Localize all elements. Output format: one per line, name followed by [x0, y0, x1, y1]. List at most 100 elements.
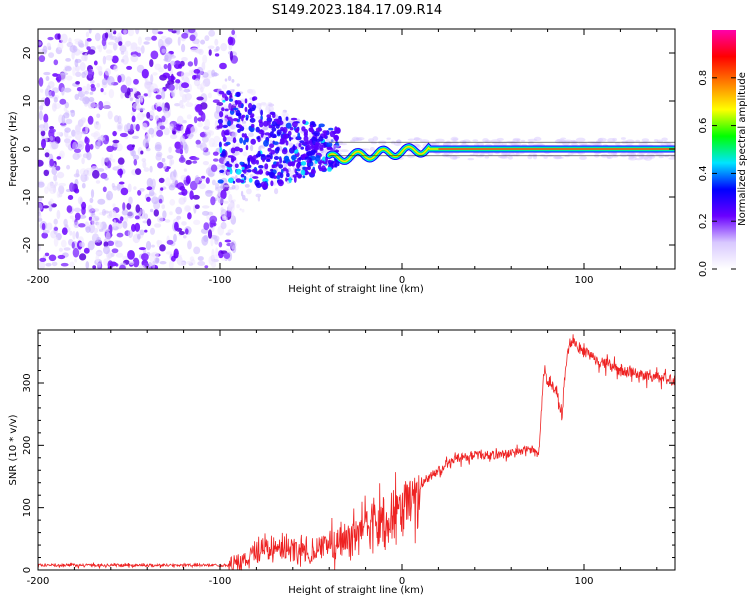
heatmap-cell [133, 159, 138, 166]
heatmap-cell [197, 256, 204, 261]
heatmap-cell [202, 54, 208, 64]
heatmap-cell [97, 136, 105, 142]
heatmap-cell [151, 196, 159, 205]
heatmap-cell [105, 49, 113, 54]
heatmap-cell [146, 186, 153, 191]
heatmap-cell [619, 152, 628, 158]
heatmap-cell [217, 118, 223, 125]
heatmap-cell [197, 261, 206, 266]
y-tick-label: -20 [22, 237, 33, 253]
heatmap-cell [293, 176, 297, 183]
heatmap-cell [258, 165, 264, 169]
heatmap-cell [171, 92, 175, 98]
heatmap-cell [48, 254, 57, 262]
colorbar-tick-label: 0.4 [698, 165, 709, 181]
heatmap-cell [64, 101, 70, 109]
heatmap-cell [38, 243, 41, 252]
heatmap-cell [111, 158, 116, 163]
heatmap-cell [315, 155, 321, 162]
snr-panel: -200 -100 0 100 0 100 200 300 Height of straig… [8, 329, 676, 596]
heatmap-cell [180, 174, 188, 181]
heatmap-cell [331, 145, 341, 148]
heatmap-cell [174, 251, 179, 256]
heatmap-cell [120, 187, 129, 196]
heatmap-cell [496, 137, 504, 141]
heatmap-cell [193, 57, 198, 67]
heatmap-cell [189, 190, 194, 200]
heatmap-cell [117, 157, 125, 165]
heatmap-cell [304, 156, 311, 160]
heatmap-cell [193, 78, 201, 87]
heatmap-cell [126, 202, 132, 210]
heatmap-cell [189, 180, 198, 191]
heatmap-cell [229, 168, 233, 175]
heatmap-cell [274, 188, 279, 195]
heatmap-cell [127, 250, 135, 260]
snr-y-ticks: 0 100 200 300 [22, 332, 675, 573]
heatmap-cell [188, 29, 196, 34]
heatmap-cell [194, 104, 203, 113]
heatmap-cell [65, 58, 71, 62]
heatmap-cell [102, 55, 107, 65]
heatmap-cell [244, 133, 247, 139]
heatmap-cell [146, 196, 151, 202]
heatmap-cell [131, 150, 137, 157]
heatmap-cell [132, 102, 141, 110]
heatmap-cell [224, 108, 229, 112]
heatmap-cell [150, 227, 155, 235]
heatmap-cell [241, 133, 245, 138]
heatmap-cell [431, 142, 440, 146]
heatmap-cell [118, 181, 125, 185]
heatmap-cell [202, 205, 210, 209]
heatmap-cell [227, 208, 232, 212]
heatmap-cell [450, 141, 459, 146]
heatmap-cell [290, 117, 298, 121]
heatmap-cell [181, 188, 188, 196]
heatmap-cell [151, 178, 156, 189]
heatmap-cell [124, 50, 129, 58]
heatmap-cell [154, 115, 160, 121]
heatmap-cell [156, 129, 164, 137]
heatmap-cell [313, 130, 320, 137]
heatmap-cell [163, 63, 168, 70]
heatmap-cell [220, 153, 225, 157]
heatmap-cell [628, 156, 637, 161]
colorbar-label: Normalized spectral amplitude [737, 72, 748, 226]
heatmap-cell [142, 138, 149, 148]
heatmap-cell [49, 183, 57, 189]
heatmap-cell [116, 121, 123, 132]
heatmap-cell [74, 93, 80, 100]
colorbar-tick-label: 0.6 [698, 118, 709, 134]
heatmap-cell [185, 102, 194, 108]
heatmap-cell [160, 187, 164, 191]
heatmap-cell [154, 223, 162, 228]
heatmap-cell [161, 158, 166, 163]
heatmap-cell [187, 240, 192, 250]
heatmap-cell [76, 87, 83, 92]
heatmap-cell [181, 43, 186, 53]
heatmap-cell [38, 196, 43, 202]
heatmap-cell [130, 123, 134, 133]
heatmap-cell [97, 198, 106, 205]
heatmap-cell [500, 151, 511, 156]
heatmap-cell [292, 144, 296, 151]
heatmap-cell [168, 84, 175, 91]
heatmap-cell [117, 220, 122, 224]
heatmap-cell [95, 251, 103, 255]
heatmap-cell [244, 106, 248, 113]
heatmap-cell [286, 172, 290, 178]
heatmap-cell [156, 106, 162, 112]
heatmap-cell [112, 130, 117, 137]
heatmap-cell [227, 155, 234, 158]
heatmap-cell [209, 215, 218, 224]
heatmap-cell [339, 149, 349, 153]
heatmap-cell [47, 36, 54, 41]
heatmap-cell [169, 199, 176, 206]
heatmap-cell [144, 229, 148, 233]
heatmap-cell [135, 123, 140, 132]
heatmap-cell [53, 174, 58, 182]
heatmap-cell [42, 45, 48, 55]
heatmap-cell [224, 96, 229, 102]
heatmap-cell [273, 156, 280, 160]
heatmap-cell [149, 83, 158, 93]
